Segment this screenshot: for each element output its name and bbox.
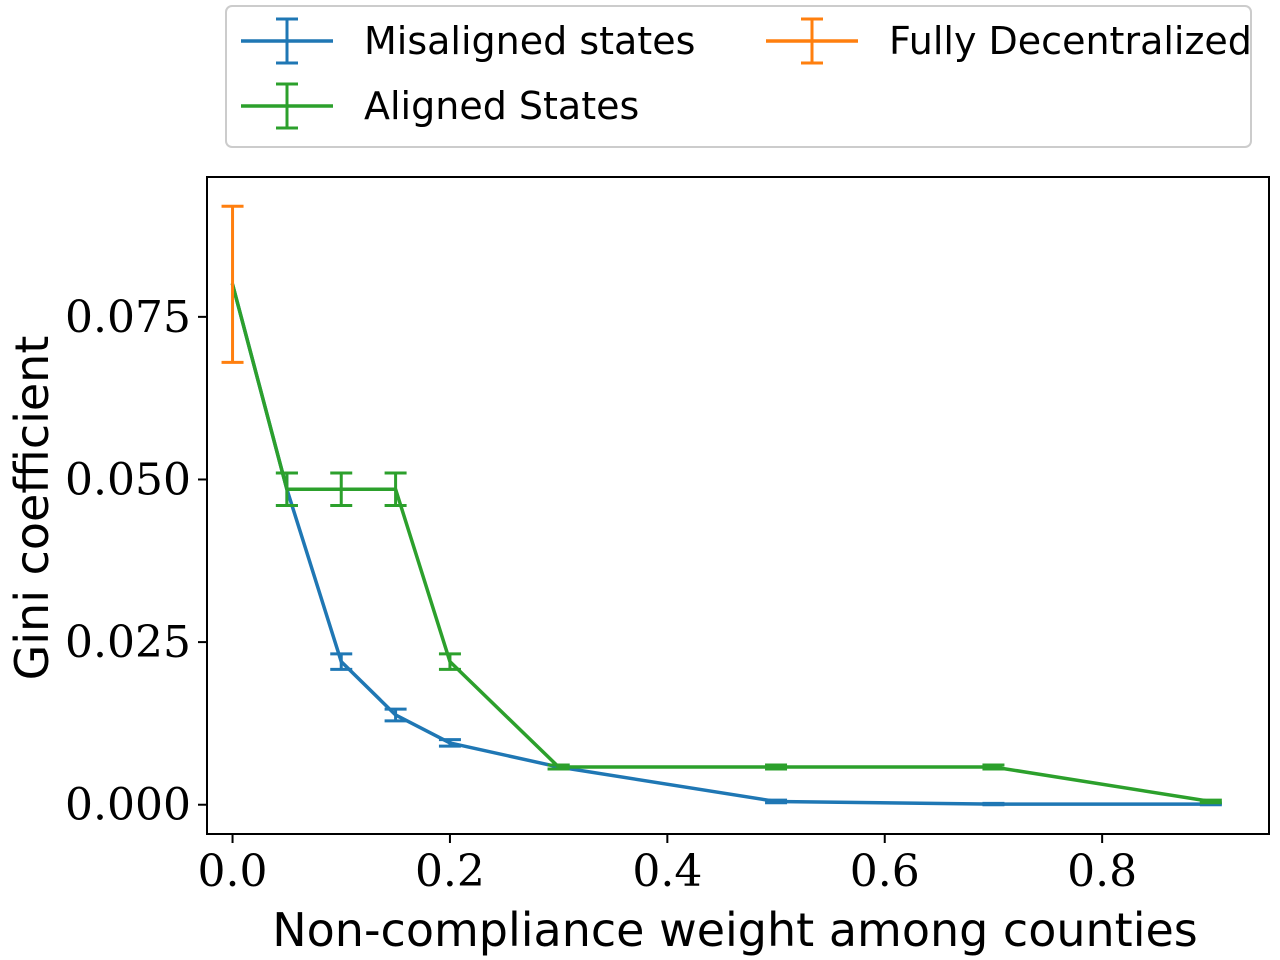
error-bar-misaligned-states xyxy=(330,652,353,671)
legend-label: Fully Decentralized xyxy=(889,19,1252,63)
error-bars xyxy=(221,204,1222,807)
error-bar-misaligned-states xyxy=(384,707,407,723)
error-bar-misaligned-states xyxy=(765,798,788,805)
x-tick-label: 0.8 xyxy=(1067,846,1137,897)
error-bar-aligned-states xyxy=(765,763,788,771)
y-axis-label: Gini coefficient xyxy=(5,336,59,681)
error-bar-aligned-states xyxy=(384,471,407,507)
error-bar-fully-decentralized xyxy=(221,204,244,364)
legend-label: Misaligned states xyxy=(364,19,695,63)
plot-frame xyxy=(206,176,1270,835)
x-tick-label: 0.4 xyxy=(632,846,702,897)
x-tick-label: 0.6 xyxy=(850,846,920,897)
error-bar-misaligned-states xyxy=(438,738,461,748)
y-tick-label: 0.025 xyxy=(65,617,191,668)
error-bar-misaligned-states xyxy=(982,801,1005,807)
legend-item-aligned-states: Aligned States xyxy=(241,82,639,130)
y-tick-label: 0.000 xyxy=(65,780,191,831)
y-tick-label: 0.050 xyxy=(65,454,191,505)
legend-item-misaligned-states: Misaligned states xyxy=(241,17,695,65)
x-tick-label: 0.2 xyxy=(415,846,485,897)
series-lines xyxy=(230,282,1213,806)
x-axis-ticks: 0.0 0.2 0.4 0.6 0.8 xyxy=(198,834,1137,897)
legend-label: Aligned States xyxy=(364,84,639,128)
legend-frame xyxy=(225,5,1252,148)
error-bar-aligned-states xyxy=(275,471,298,507)
series-line-aligned-states xyxy=(230,282,1213,804)
error-bar-aligned-states xyxy=(330,471,353,507)
y-axis-ticks: 0.000 0.025 0.050 0.075 xyxy=(65,292,207,831)
x-tick-label: 0.0 xyxy=(198,846,268,897)
legend-item-fully-decentralized: Fully Decentralized xyxy=(766,17,1252,65)
error-bar-aligned-states xyxy=(547,763,570,771)
y-tick-label: 0.075 xyxy=(65,292,191,343)
error-bar-aligned-states xyxy=(438,652,461,671)
error-bar-aligned-states xyxy=(982,763,1005,771)
legend: Misaligned states Aligned States Fully Dec… xyxy=(225,5,1252,148)
series-line-misaligned-states xyxy=(230,282,1213,806)
x-axis-label: Non-compliance weight among counties xyxy=(272,903,1198,957)
error-bar-aligned-states xyxy=(1199,798,1222,805)
